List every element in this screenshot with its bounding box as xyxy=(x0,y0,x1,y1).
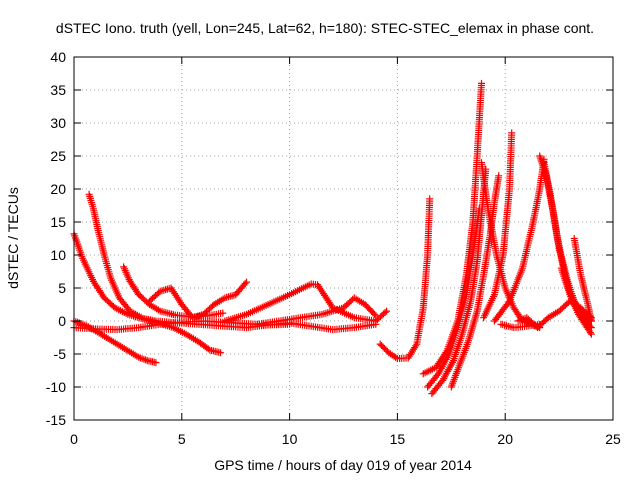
x-tick-labels: 0 5 10 15 20 25 xyxy=(70,431,621,447)
data-series-markers xyxy=(221,280,391,325)
y-tick-label: 5 xyxy=(58,280,66,296)
y-tick-label: -10 xyxy=(46,379,66,395)
grid-lines xyxy=(74,57,613,420)
x-tick-label: 20 xyxy=(497,431,513,447)
data-markers xyxy=(70,79,595,398)
data-series-markers xyxy=(478,159,544,332)
y-tick-label: -15 xyxy=(46,412,66,428)
y-tick-label: 15 xyxy=(50,214,66,230)
data-series-markers xyxy=(424,205,483,391)
x-tick-label: 0 xyxy=(70,431,78,447)
data-series-markers xyxy=(480,129,516,322)
y-tick-label: 40 xyxy=(50,49,66,65)
data-series-markers xyxy=(70,230,225,357)
y-tick-label: 0 xyxy=(58,313,66,329)
y-tick-label: -5 xyxy=(54,346,67,362)
y-tick-label: 10 xyxy=(50,247,66,263)
x-tick-label: 10 xyxy=(282,431,298,447)
chart-title: dSTEC Iono. truth (yell, Lon=245, Lat=62… xyxy=(56,20,594,36)
y-tick-label: 35 xyxy=(50,82,66,98)
data-series-markers xyxy=(376,195,434,363)
y-tick-label: 20 xyxy=(50,181,66,197)
x-tick-label: 25 xyxy=(605,431,621,447)
x-tick-label: 5 xyxy=(178,431,186,447)
y-tick-labels: -15 -10 -5 0 5 10 15 20 25 30 35 40 xyxy=(46,49,66,428)
plot-frame xyxy=(73,56,614,421)
axis-ticks xyxy=(73,56,614,421)
x-axis-label: GPS time / hours of day 019 of year 2014 xyxy=(214,457,472,473)
x-tick-label: 15 xyxy=(390,431,406,447)
data-series-markers xyxy=(490,155,548,325)
data-series-markers xyxy=(497,320,544,332)
y-tick-label: 25 xyxy=(50,148,66,164)
data-series-markers xyxy=(70,317,160,367)
y-axis-label: dSTEC / TECUs xyxy=(5,187,21,289)
data-series-markers xyxy=(243,319,380,334)
data-series-markers xyxy=(146,278,250,322)
y-tick-label: 30 xyxy=(50,115,66,131)
